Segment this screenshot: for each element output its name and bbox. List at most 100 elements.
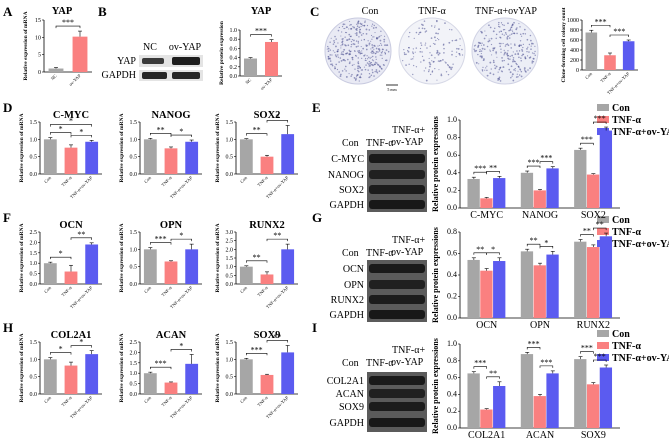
sig-bracket — [473, 366, 487, 369]
colony — [520, 57, 522, 59]
colony — [380, 35, 382, 37]
colony — [350, 28, 352, 30]
bar — [143, 249, 157, 284]
colony — [372, 27, 375, 29]
colony — [518, 45, 521, 47]
bar — [164, 382, 178, 394]
colony — [358, 70, 360, 73]
chart-h2: 0.0 0.5 1.0 1.5 2.0 2.5 Relative expression of… — [119, 330, 202, 420]
y-tick-label: 0.5 — [130, 265, 138, 271]
colony — [510, 76, 512, 79]
colony — [499, 80, 502, 82]
colony — [372, 36, 374, 38]
x-tick-label: Con — [43, 285, 52, 294]
colony — [334, 54, 337, 56]
colony — [421, 27, 424, 30]
colony — [500, 30, 502, 32]
colony — [342, 50, 344, 53]
colony — [523, 28, 526, 31]
colony — [353, 77, 356, 79]
colony — [501, 33, 504, 35]
y-tick-label: 0.2 — [447, 292, 457, 301]
y-tick-label: 0.0 — [130, 282, 138, 288]
x-tick-label: Con — [143, 175, 152, 184]
colony — [341, 31, 343, 33]
colony — [506, 36, 508, 39]
colony — [529, 56, 532, 58]
sig-bracket — [150, 132, 172, 136]
colony — [510, 33, 513, 35]
colony — [339, 75, 342, 78]
chart-h1: 0.0 0.5 1.0 1.5 Relative expression of mRNA C… — [19, 330, 102, 420]
colony — [461, 48, 463, 51]
sig-bracket — [170, 134, 192, 138]
colony — [348, 49, 351, 52]
dish-label-con: Con — [362, 6, 379, 17]
colony — [519, 40, 522, 42]
colony — [351, 38, 353, 41]
colony — [402, 59, 404, 62]
colony — [486, 69, 488, 72]
colony — [532, 42, 534, 45]
colony — [381, 54, 383, 56]
colony — [511, 29, 513, 31]
sig-label: ** — [273, 332, 281, 341]
colony — [360, 73, 363, 75]
colony — [507, 57, 509, 60]
colony — [482, 66, 484, 69]
colony — [360, 69, 362, 71]
colony — [521, 50, 524, 52]
y-tick-label: 0.4 — [447, 270, 457, 279]
colony — [372, 51, 375, 54]
bar — [520, 172, 534, 208]
colony — [337, 56, 340, 58]
colony — [345, 70, 347, 72]
y-tick-label: 2.5 — [30, 230, 38, 236]
colony — [484, 69, 486, 71]
colony — [526, 48, 528, 50]
colony — [345, 26, 348, 29]
colony — [483, 58, 485, 60]
bar — [586, 384, 600, 428]
colony — [450, 68, 453, 71]
colony — [494, 47, 496, 49]
colony — [532, 61, 535, 63]
x-tick-label: ACAN — [526, 430, 554, 441]
colony — [356, 25, 359, 27]
y-tick-label: 0.2 — [230, 65, 238, 71]
sig-bracket — [150, 366, 172, 370]
bar — [43, 139, 57, 174]
colony — [438, 28, 440, 31]
colony — [509, 71, 512, 74]
colony — [516, 63, 518, 66]
y-tick-label: 0.6 — [447, 150, 457, 159]
colony — [371, 50, 374, 53]
colony — [444, 61, 446, 63]
colony — [517, 76, 519, 78]
colony — [408, 63, 410, 66]
colony — [360, 39, 363, 41]
sig-bracket — [591, 24, 611, 28]
legend-i-swatch-con — [597, 330, 609, 337]
colony — [335, 55, 338, 58]
y-tick-label: 600 — [570, 38, 579, 44]
colony — [452, 63, 454, 65]
colony — [370, 56, 372, 58]
legend-e-ov: TNF-α+ov-YAP — [612, 127, 669, 138]
colony — [483, 48, 486, 50]
colony — [415, 66, 418, 68]
sig-bracket — [539, 161, 554, 164]
colony — [442, 44, 445, 46]
colony — [375, 69, 378, 71]
panel-label-c: C — [310, 4, 319, 19]
colony — [492, 49, 495, 52]
y-tick-label: 0.5 — [226, 375, 234, 381]
colony — [348, 73, 350, 75]
colony — [420, 61, 422, 63]
colony — [480, 44, 482, 46]
blot-g-lane-con: Con — [342, 248, 359, 259]
x-tick-label: ov-YAP — [68, 73, 82, 87]
colony — [370, 63, 373, 66]
bar — [467, 178, 480, 208]
